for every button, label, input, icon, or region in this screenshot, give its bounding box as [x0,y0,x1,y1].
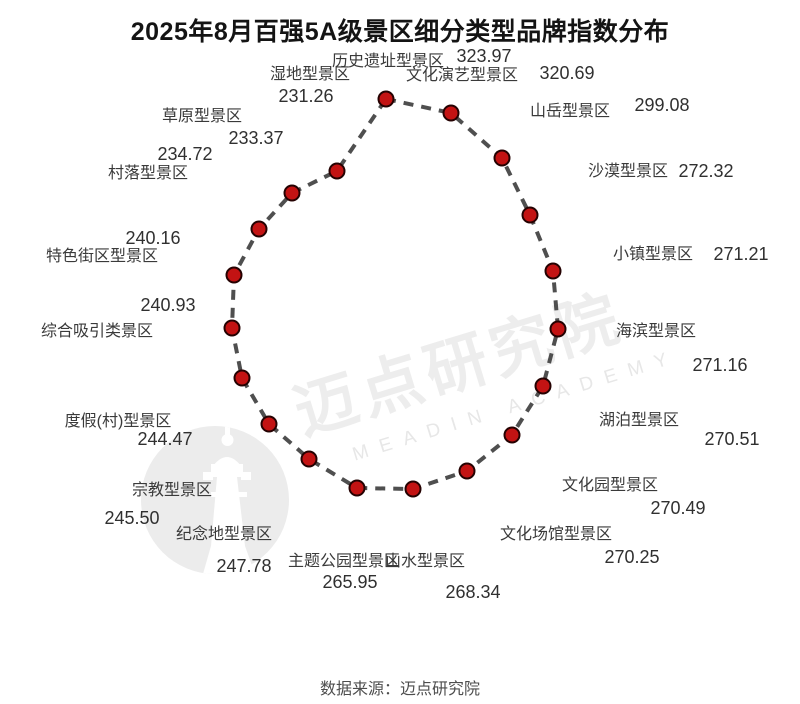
category-label: 小镇型景区 [612,246,694,264]
data-point-dot [233,369,251,387]
value-label: 320.69 [539,63,595,84]
data-point-dot [223,319,241,337]
meadin-tower-logo-icon [141,426,289,574]
value-label: 268.34 [445,582,501,603]
value-label: 272.32 [678,161,734,182]
value-label: 270.25 [604,547,660,568]
data-point-dot [283,184,301,202]
index-loop-dashed-line [230,97,560,491]
chart-title: 2025年8月百强5A级景区细分类型品牌指数分布 [130,18,670,46]
category-label: 村落型景区 [107,165,189,183]
data-point-dot [260,415,278,433]
data-point-dot [225,266,243,284]
value-label: 270.51 [704,429,760,450]
value-label: 233.37 [228,128,284,149]
value-label: 323.97 [456,46,512,67]
category-label: 特色街区型景区 [45,248,159,266]
value-label: 234.72 [157,144,213,165]
value-label: 240.16 [125,228,181,249]
data-point-dot [404,480,422,498]
data-point-dot [250,220,268,238]
data-source-note: 数据来源：迈点研究院 [319,681,480,698]
category-label: 宗教型景区 [131,482,213,500]
data-point-dot [549,320,567,338]
data-point-dot [300,450,318,468]
value-label: 265.95 [322,572,378,593]
category-label: 纪念地型景区 [175,526,273,544]
data-point-dot [534,377,552,395]
value-label: 231.26 [278,86,334,107]
data-point-dot [521,206,539,224]
category-label: 历史遗址型景区 [331,53,445,71]
category-label: 度假(村)型景区 [64,413,172,431]
value-label: 299.08 [634,95,690,116]
data-point-dot [377,90,395,108]
value-label: 247.78 [216,556,272,577]
value-label: 245.50 [104,508,160,529]
category-label: 综合吸引类景区 [40,323,154,341]
data-point-dot [493,149,511,167]
category-label: 沙漠型景区 [587,163,669,181]
data-point-dot [348,479,366,497]
tower-icon [203,426,255,574]
category-label: 草原型景区 [161,108,243,126]
category-label: 主题公园型景区 [287,553,401,571]
value-label: 270.49 [650,498,706,519]
data-point-dot [328,162,346,180]
value-label: 271.21 [713,244,769,265]
data-point-dot [503,426,521,444]
category-label: 湿地型景区 [269,66,351,84]
data-point-dot [458,462,476,480]
category-label: 文化演艺型景区 [405,67,519,85]
category-label: 山水型景区 [384,553,466,571]
data-point-dot [544,262,562,280]
data-point-dot [442,104,460,122]
category-label: 文化园型景区 [561,477,659,495]
category-label: 文化场馆型景区 [499,526,613,544]
value-label: 271.16 [692,355,748,376]
value-label: 240.93 [140,295,196,316]
category-label: 湖泊型景区 [598,412,680,430]
value-label: 244.47 [137,429,193,450]
category-label: 山岳型景区 [529,103,611,121]
category-label: 海滨型景区 [615,323,697,341]
